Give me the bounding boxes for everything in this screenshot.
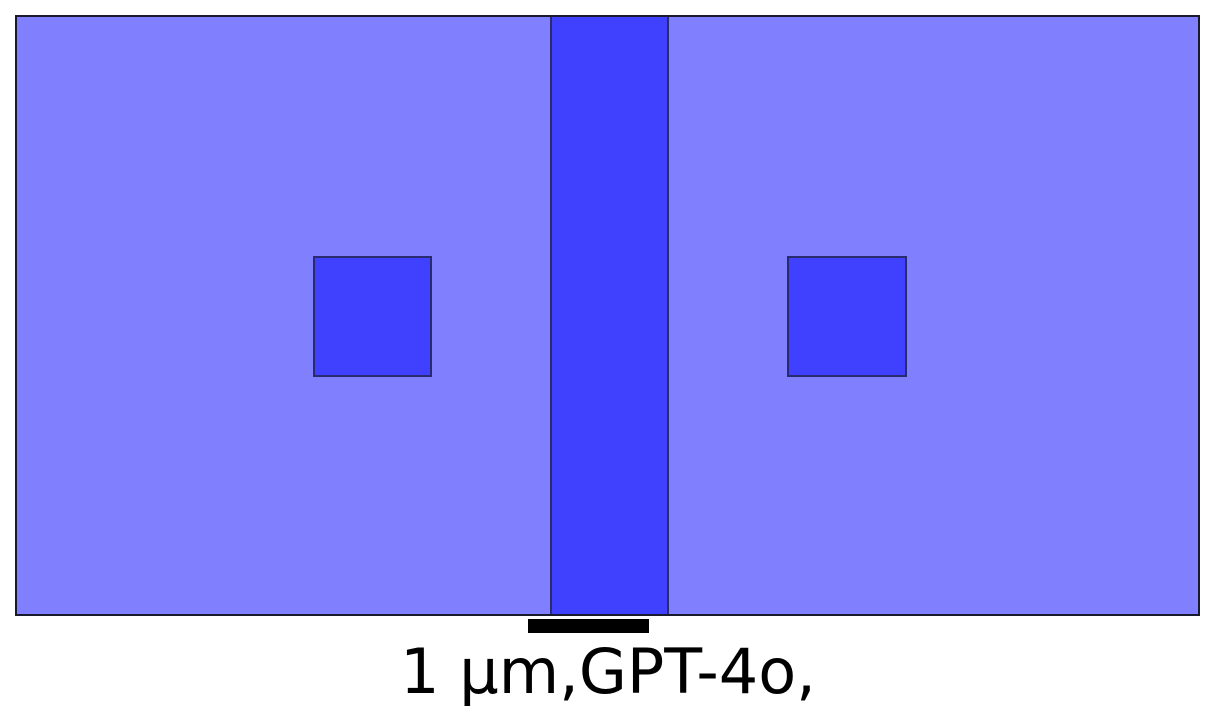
left-square: [313, 256, 432, 377]
scale-bar: [528, 619, 649, 633]
right-square: [787, 256, 907, 377]
scale-caption: 1 μm,GPT-4o,: [400, 635, 816, 708]
center-strip: [550, 17, 669, 614]
diagram-frame: [15, 15, 1200, 616]
